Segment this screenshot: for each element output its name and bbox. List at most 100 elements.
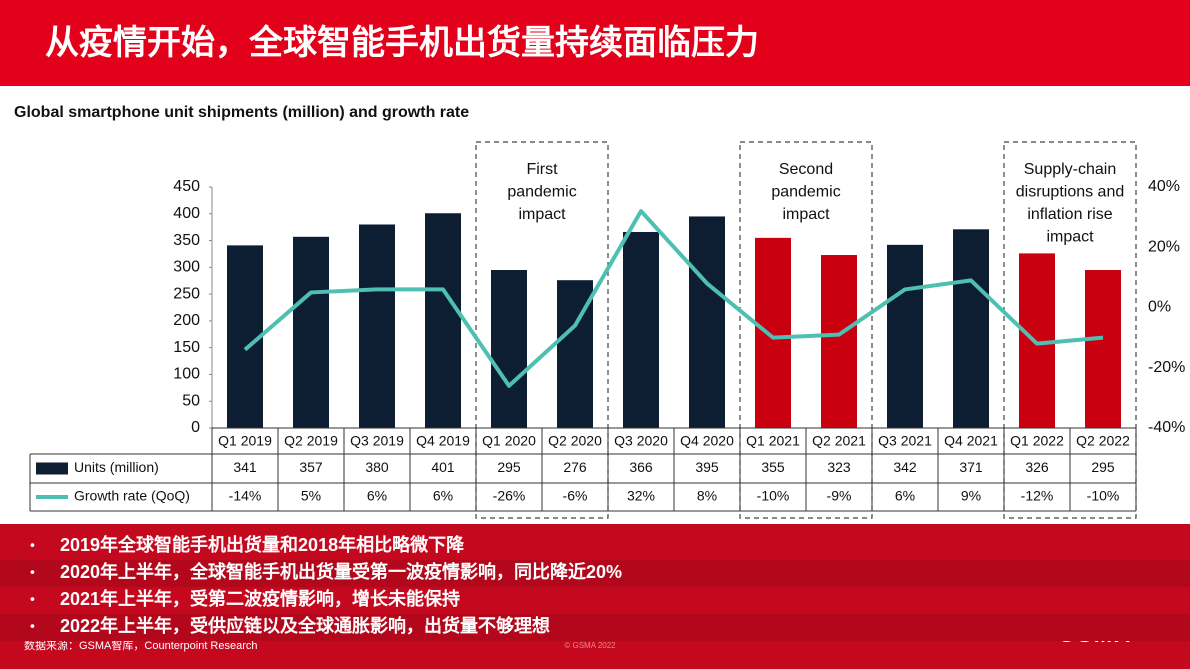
x-tick-label: Q1 2021 <box>746 433 800 449</box>
table-value: 357 <box>299 459 323 475</box>
bullet-row <box>0 560 1190 587</box>
x-tick-label: Q2 2019 <box>284 433 338 449</box>
x-tick-label: Q3 2021 <box>878 433 932 449</box>
x-tick-label: Q4 2021 <box>944 433 998 449</box>
bullet-band <box>0 524 1190 669</box>
legend-swatch <box>36 462 68 475</box>
table-value: 9% <box>961 488 981 504</box>
y2-tick-label: 20% <box>1148 238 1180 255</box>
y-tick-label: 200 <box>173 312 200 329</box>
bullet-dot: • <box>30 591 35 607</box>
annotation: pandemic <box>507 184 576 201</box>
table-value: 6% <box>367 488 387 504</box>
bar <box>1085 270 1121 428</box>
table-value: 32% <box>627 488 655 504</box>
bullet-row <box>0 614 1190 641</box>
title-bar <box>0 0 1190 86</box>
bullet: 2019年全球智能手机出货量和2018年相比略微下降 <box>60 534 465 555</box>
annotation-box <box>739 141 873 519</box>
y-tick-label: 150 <box>173 339 200 356</box>
table-value: 401 <box>431 459 455 475</box>
annotation: Second <box>779 161 833 178</box>
table-value: 366 <box>629 459 653 475</box>
bar <box>821 255 857 428</box>
table-value: 380 <box>365 459 389 475</box>
annotation: inflation rise <box>1027 206 1112 223</box>
y-tick-label: 400 <box>173 205 200 222</box>
bar <box>623 231 659 428</box>
y-tick-label: 50 <box>182 392 200 409</box>
table-value: 323 <box>827 459 851 475</box>
table-value: 5% <box>301 488 321 504</box>
annotation: Supply-chain <box>1024 161 1117 178</box>
table-value: -14% <box>229 488 262 504</box>
x-tick-label: Q2 2021 <box>812 433 866 449</box>
annotation-box <box>475 141 609 519</box>
table-value: 6% <box>895 488 915 504</box>
y-tick-label: 350 <box>173 232 200 249</box>
bullet-dot: • <box>30 537 35 553</box>
y2-tick-label: -40% <box>1148 419 1185 436</box>
table-value: -6% <box>563 488 588 504</box>
bar <box>689 216 725 428</box>
legend-label: Units (million) <box>74 459 159 475</box>
table-value: -10% <box>757 488 790 504</box>
y-tick-label: 0 <box>191 419 200 436</box>
bar <box>425 213 461 428</box>
bar <box>491 270 527 428</box>
watermark: © GSMA 2022 <box>564 641 616 650</box>
y-tick-label: 300 <box>173 259 200 276</box>
bullet-dot: • <box>30 564 35 580</box>
annotation: impact <box>518 206 566 223</box>
source: 数据来源：GSMA智库，Counterpoint Research <box>24 638 258 652</box>
annotation: impact <box>782 206 830 223</box>
table-value: 295 <box>1091 459 1115 475</box>
x-tick-label: Q1 2022 <box>1010 433 1064 449</box>
table-value: 341 <box>233 459 257 475</box>
table-value: -9% <box>827 488 852 504</box>
bar <box>755 237 791 428</box>
y2-tick-label: 40% <box>1148 178 1180 195</box>
x-tick-label: Q4 2019 <box>416 433 470 449</box>
chart-title: Global smartphone unit shipments (millio… <box>14 104 469 121</box>
table-value: 342 <box>893 459 917 475</box>
table-value: -12% <box>1021 488 1054 504</box>
table-value: 355 <box>761 459 785 475</box>
y2-tick-label: 0% <box>1148 299 1171 316</box>
table-value: 276 <box>563 459 587 475</box>
annotation-box <box>1003 141 1137 519</box>
legend-label: Growth rate (QoQ) <box>74 488 190 504</box>
bar <box>359 224 395 428</box>
x-tick-label: Q3 2020 <box>614 433 668 449</box>
table-value: 295 <box>497 459 521 475</box>
y-tick-label: 250 <box>173 285 200 302</box>
x-tick-label: Q4 2020 <box>680 433 734 449</box>
growth-line <box>243 209 1104 388</box>
table-value: 395 <box>695 459 719 475</box>
y2-tick-label: -20% <box>1148 359 1185 376</box>
annotation: impact <box>1046 229 1094 246</box>
table-value: 326 <box>1025 459 1049 475</box>
x-tick-label: Q1 2020 <box>482 433 536 449</box>
x-tick-label: Q1 2019 <box>218 433 272 449</box>
bullet-dot: • <box>30 618 35 634</box>
annotation: disruptions and <box>1016 184 1125 201</box>
table-value: 6% <box>433 488 453 504</box>
table-value: -26% <box>493 488 526 504</box>
y-tick-label: 100 <box>173 366 200 383</box>
bullet: 2021年上半年，受第二波疫情影响，增长未能保持 <box>60 588 460 609</box>
table-value: -10% <box>1087 488 1120 504</box>
x-tick-label: Q2 2020 <box>548 433 602 449</box>
bar <box>293 236 329 428</box>
annotation: First <box>526 161 558 178</box>
x-tick-label: Q2 2022 <box>1076 433 1130 449</box>
bullet: 2022年上半年，受供应链以及全球通胀影响，出货量不够理想 <box>60 615 550 636</box>
bar <box>953 229 989 428</box>
slide-title: 从疫情开始，全球智能手机出货量持续面临压力 <box>45 23 759 62</box>
x-tick-label: Q3 2019 <box>350 433 404 449</box>
table-value: 371 <box>959 459 983 475</box>
annotation: pandemic <box>771 184 840 201</box>
table-value: 8% <box>697 488 717 504</box>
y-tick-label: 450 <box>173 178 200 195</box>
